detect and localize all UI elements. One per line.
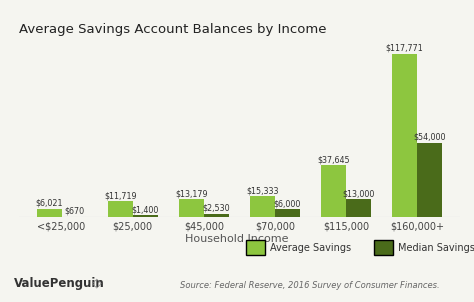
Text: $1,400: $1,400 [131, 205, 159, 214]
Text: ◇: ◇ [92, 276, 102, 289]
Bar [204, 214, 228, 217]
Text: $670: $670 [64, 206, 84, 215]
Text: $13,179: $13,179 [175, 189, 208, 198]
Bar [321, 165, 346, 217]
Bar [108, 201, 133, 217]
Text: $54,000: $54,000 [413, 133, 446, 141]
Text: $37,645: $37,645 [317, 155, 350, 164]
Text: $13,000: $13,000 [342, 189, 374, 198]
Text: $117,771: $117,771 [386, 44, 424, 53]
Text: $6,021: $6,021 [36, 199, 63, 208]
Text: $2,530: $2,530 [202, 204, 230, 213]
Bar [250, 196, 275, 217]
Text: Household Income: Household Income [185, 234, 289, 244]
Bar [179, 199, 204, 217]
Text: $6,000: $6,000 [273, 199, 301, 208]
Bar [133, 216, 157, 217]
Text: Average Savings Account Balances by Income: Average Savings Account Balances by Inco… [19, 23, 327, 36]
Bar [392, 54, 417, 217]
Text: Median Savings: Median Savings [398, 243, 474, 253]
Bar [275, 209, 300, 217]
Text: ValuePenguin: ValuePenguin [14, 277, 105, 290]
Text: $11,719: $11,719 [104, 191, 137, 200]
Bar [346, 199, 371, 217]
Text: $15,333: $15,333 [246, 186, 279, 195]
Text: Average Savings: Average Savings [270, 243, 351, 253]
Text: Source: Federal Reserve, 2016 Survey of Consumer Finances.: Source: Federal Reserve, 2016 Survey of … [180, 281, 440, 290]
Bar [417, 143, 442, 217]
Bar [37, 209, 62, 217]
